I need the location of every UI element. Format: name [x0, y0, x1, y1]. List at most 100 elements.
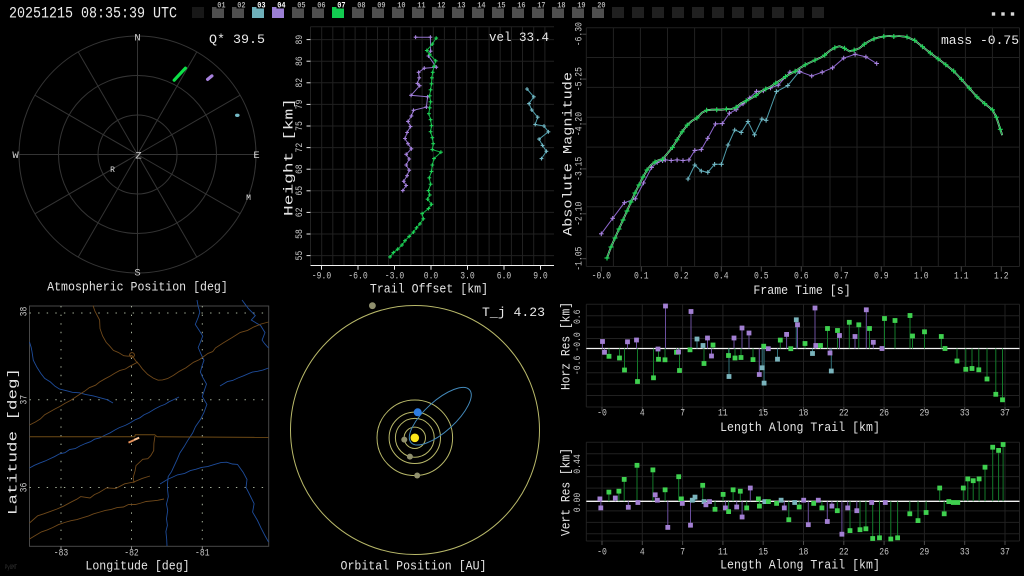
- svg-text:72: 72: [294, 143, 306, 153]
- svg-text:18: 18: [799, 547, 809, 559]
- svg-text:-1.05: -1.05: [574, 247, 586, 271]
- svg-text:18: 18: [799, 408, 809, 420]
- svg-text:15: 15: [758, 547, 768, 559]
- svg-text:07: 07: [337, 2, 345, 11]
- svg-text:S: S: [134, 268, 140, 280]
- svg-text:1.2: 1.2: [994, 271, 1009, 283]
- svg-text:79: 79: [294, 100, 306, 110]
- svg-text:38: 38: [19, 307, 31, 317]
- svg-text:0.6: 0.6: [572, 310, 584, 325]
- svg-text:1.0: 1.0: [914, 271, 929, 283]
- svg-text:Q* 39.5: Q* 39.5: [209, 32, 265, 47]
- svg-text:29: 29: [920, 547, 930, 559]
- svg-text:0.6: 0.6: [794, 271, 809, 283]
- svg-text:11: 11: [718, 547, 728, 559]
- svg-text:15: 15: [497, 2, 505, 11]
- svg-text:-4.20: -4.20: [574, 112, 586, 136]
- svg-text:3.0: 3.0: [460, 271, 475, 283]
- svg-text:0.5: 0.5: [754, 271, 769, 283]
- svg-text:0.9: 0.9: [874, 271, 889, 283]
- svg-text:-83: -83: [54, 548, 69, 560]
- svg-text:55: 55: [294, 251, 306, 261]
- svg-text:T_j 4.23: T_j 4.23: [482, 305, 545, 320]
- svg-text:6.0: 6.0: [497, 271, 512, 283]
- svg-text:26: 26: [879, 408, 889, 420]
- svg-text:Orbital Position [AU]: Orbital Position [AU]: [341, 559, 487, 574]
- svg-text:Height [km]: Height [km]: [282, 98, 297, 216]
- svg-text:Frame Time [s]: Frame Time [s]: [753, 283, 850, 298]
- svg-text:58: 58: [294, 229, 306, 239]
- svg-text:16: 16: [517, 2, 525, 11]
- svg-text:E: E: [253, 150, 259, 162]
- svg-text:09: 09: [377, 2, 385, 11]
- svg-text:-2.10: -2.10: [574, 202, 586, 226]
- svg-text:20251215 08:35:39 UTC: 20251215 08:35:39 UTC: [9, 5, 177, 23]
- svg-text:0.2: 0.2: [674, 271, 689, 283]
- svg-text:19: 19: [577, 2, 585, 11]
- svg-text:-81: -81: [195, 548, 210, 560]
- svg-text:20: 20: [597, 2, 605, 11]
- svg-text:-6.0: -6.0: [348, 271, 367, 283]
- svg-text:15: 15: [758, 408, 768, 420]
- svg-text:33: 33: [960, 547, 970, 559]
- svg-text:33: 33: [960, 408, 970, 420]
- svg-text:02: 02: [237, 2, 245, 11]
- svg-text:Horz Res [km]: Horz Res [km]: [558, 302, 573, 390]
- svg-text:Atmospheric Position [deg]: Atmospheric Position [deg]: [47, 280, 228, 295]
- svg-text:0.44: 0.44: [572, 454, 584, 473]
- svg-text:M: M: [246, 194, 251, 203]
- svg-text:65: 65: [294, 186, 306, 196]
- svg-text:Length Along Trail [km]: Length Along Trail [km]: [720, 420, 880, 435]
- svg-text:7: 7: [680, 547, 685, 559]
- svg-text:68: 68: [294, 164, 306, 174]
- svg-text:1.1: 1.1: [954, 271, 969, 283]
- svg-text:-0: -0: [597, 547, 607, 559]
- svg-text:12: 12: [437, 2, 445, 11]
- svg-text:4: 4: [640, 408, 645, 420]
- svg-text:W: W: [12, 150, 19, 162]
- svg-text:22: 22: [839, 408, 849, 420]
- svg-text:4: 4: [640, 547, 645, 559]
- svg-text:18: 18: [557, 2, 565, 11]
- svg-text:-6.30: -6.30: [574, 22, 586, 46]
- svg-text:R: R: [110, 166, 115, 175]
- svg-text:0.7: 0.7: [834, 271, 849, 283]
- svg-text:82: 82: [294, 78, 306, 88]
- svg-text:26: 26: [879, 547, 889, 559]
- svg-text:Z: Z: [135, 151, 141, 163]
- svg-text:08: 08: [357, 2, 365, 11]
- svg-text:17: 17: [537, 2, 545, 11]
- svg-text:11: 11: [718, 408, 728, 420]
- svg-text:Latitude [deg]: Latitude [deg]: [6, 368, 21, 515]
- svg-text:29: 29: [920, 408, 930, 420]
- svg-text:mass -0.75: mass -0.75: [941, 33, 1019, 48]
- svg-text:N: N: [134, 33, 140, 45]
- svg-text:10: 10: [397, 2, 405, 11]
- svg-text:04: 04: [277, 2, 285, 11]
- svg-text:Vert Res [km]: Vert Res [km]: [558, 448, 573, 536]
- svg-text:01: 01: [217, 2, 225, 11]
- svg-text:-82: -82: [124, 548, 139, 560]
- svg-text:0.00: 0.00: [572, 493, 584, 512]
- svg-text:05: 05: [297, 2, 305, 11]
- svg-text:9.0: 9.0: [533, 271, 548, 283]
- svg-text:-9.0: -9.0: [312, 271, 331, 283]
- svg-text:0.1: 0.1: [634, 271, 649, 283]
- svg-text:62: 62: [294, 208, 306, 218]
- svg-text:86: 86: [294, 56, 306, 66]
- svg-text:7: 7: [680, 408, 685, 420]
- svg-text:-0.0: -0.0: [572, 332, 584, 351]
- svg-text:13: 13: [457, 2, 465, 11]
- svg-text:-5.25: -5.25: [574, 67, 586, 91]
- svg-text:0.0: 0.0: [424, 271, 439, 283]
- svg-text:-3.0: -3.0: [385, 271, 404, 283]
- svg-text:PyGMT: PyGMT: [5, 564, 17, 571]
- svg-text:Length Along Trail [km]: Length Along Trail [km]: [720, 558, 880, 573]
- svg-text:37: 37: [19, 395, 31, 405]
- svg-text:11: 11: [417, 2, 425, 11]
- svg-text:36: 36: [19, 483, 31, 493]
- svg-text:-3.15: -3.15: [574, 157, 586, 181]
- svg-text:-0: -0: [597, 408, 607, 420]
- svg-text:14: 14: [477, 2, 485, 11]
- svg-text:37: 37: [1000, 547, 1010, 559]
